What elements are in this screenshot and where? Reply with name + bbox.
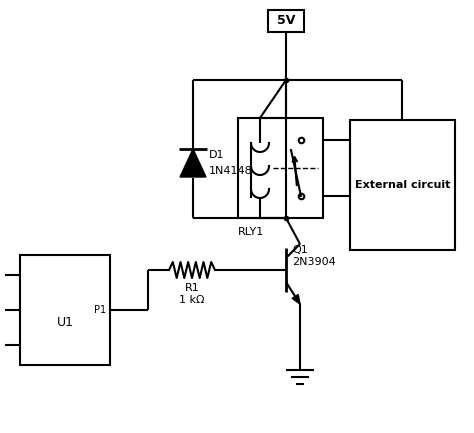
Text: 1N4148: 1N4148 [209,166,253,176]
Bar [20,255,110,365]
Text: External circuit: External circuit [355,180,450,190]
Text: U1: U1 [56,316,73,329]
Text: D1: D1 [209,150,225,160]
Bar [268,10,304,32]
Text: 1 kΩ: 1 kΩ [179,295,205,305]
Text: R1: R1 [185,283,200,293]
Bar [238,118,323,218]
Text: 5V: 5V [277,14,295,28]
Text: P1: P1 [94,305,106,315]
Bar [350,120,455,250]
Text: Q1: Q1 [292,245,308,255]
Text: RLY1: RLY1 [238,227,264,237]
Polygon shape [180,149,206,177]
Text: 2N3904: 2N3904 [292,257,336,267]
Polygon shape [292,294,300,304]
